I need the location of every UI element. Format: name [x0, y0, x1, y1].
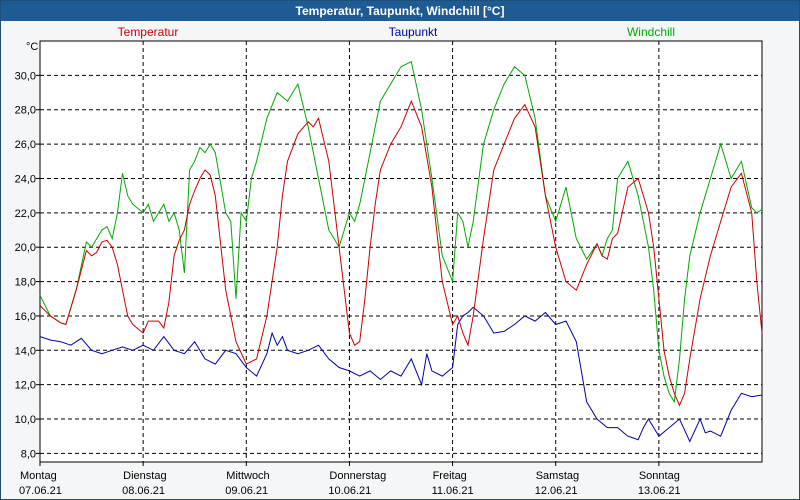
legend-taupunkt: Taupunkt [389, 25, 438, 39]
y-tick-label: 8,0 [21, 448, 36, 460]
series-line-windchill [39, 60, 763, 404]
x-tick-date: 07.06.21 [19, 485, 62, 497]
chart-title: Temperatur, Taupunkt, Windchill [°C] [1, 1, 799, 21]
x-tick-day: Donnerstag [329, 470, 386, 482]
series-line-taupunkt [39, 306, 763, 443]
y-tick-label: 30,0 [15, 70, 36, 82]
x-tick-day: Mittwoch [226, 470, 269, 482]
x-tick-day: Freitag [433, 470, 467, 482]
y-tick-label: 10,0 [15, 414, 36, 426]
x-tick-day: Samstag [536, 470, 579, 482]
x-tick-date: 09.06.21 [225, 485, 268, 497]
y-tick-label: 26,0 [15, 139, 36, 151]
grid [40, 41, 762, 462]
legend-windchill: Windchill [627, 25, 675, 39]
x-tick-date: 10.06.21 [328, 485, 371, 497]
y-tick-label: 12,0 [15, 380, 36, 392]
y-axis: 8,0 10,0 12,0 14,0 16,0 18,0 20,0 22,0 24,0 26,0 2… [15, 70, 40, 460]
y-tick-label: 18,0 [15, 277, 36, 289]
legend-temperatur: Temperatur [118, 25, 179, 39]
y-tick-label: 20,0 [15, 242, 36, 254]
legend: Temperatur Taupunkt Windchill [118, 25, 675, 39]
y-tick-label: 16,0 [15, 311, 36, 323]
x-tick-date: 12.06.21 [535, 485, 578, 497]
x-axis: Montag 07.06.21 Dienstag 08.06.21 Mittwoch 09… [19, 462, 681, 497]
series-line-temperatur [39, 99, 763, 407]
y-tick-label: 14,0 [15, 345, 36, 357]
y-tick-label: 28,0 [15, 105, 36, 117]
y-axis-unit: °C [26, 41, 38, 53]
series-lines [39, 60, 763, 443]
x-tick-day: Montag [20, 470, 57, 482]
y-tick-label: 22,0 [15, 208, 36, 220]
x-tick-day: Dienstag [123, 470, 166, 482]
x-tick-date: 11.06.21 [432, 485, 474, 497]
x-tick-date: 13.06.21 [638, 485, 681, 497]
x-tick-day: Sonntag [639, 470, 680, 482]
x-tick-date: 08.06.21 [122, 485, 165, 497]
plot-area [39, 40, 763, 463]
y-tick-label: 24,0 [15, 173, 36, 185]
